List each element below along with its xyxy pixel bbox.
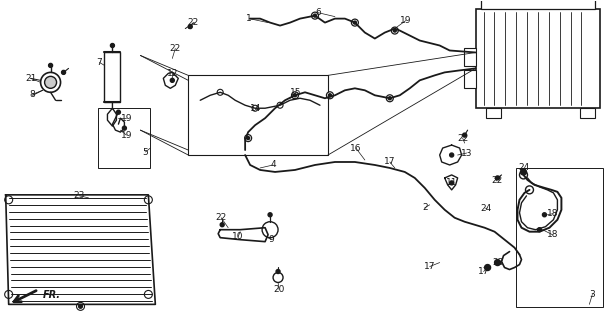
Circle shape xyxy=(450,181,453,185)
Text: 19: 19 xyxy=(121,114,132,123)
Circle shape xyxy=(61,70,66,74)
Circle shape xyxy=(386,95,393,102)
Bar xyxy=(98,108,151,168)
Circle shape xyxy=(268,213,272,217)
Circle shape xyxy=(171,78,174,82)
Text: 22: 22 xyxy=(188,18,199,27)
Circle shape xyxy=(273,273,283,283)
Text: 17: 17 xyxy=(384,157,396,166)
Circle shape xyxy=(5,291,13,298)
Text: 15: 15 xyxy=(290,88,302,97)
Text: 1: 1 xyxy=(246,14,252,23)
Text: 8: 8 xyxy=(30,90,35,99)
Circle shape xyxy=(495,176,500,180)
Circle shape xyxy=(520,171,527,179)
Circle shape xyxy=(5,196,13,204)
Text: 10: 10 xyxy=(232,232,244,241)
Text: 14: 14 xyxy=(251,104,262,113)
Circle shape xyxy=(44,76,56,88)
Circle shape xyxy=(311,12,319,19)
Circle shape xyxy=(543,213,546,217)
Circle shape xyxy=(276,269,280,274)
Text: 18: 18 xyxy=(547,230,558,239)
Circle shape xyxy=(495,260,501,266)
Text: 7: 7 xyxy=(97,58,103,67)
Circle shape xyxy=(220,223,224,227)
Bar xyxy=(188,76,328,155)
Text: 12: 12 xyxy=(166,69,178,78)
Circle shape xyxy=(450,153,453,157)
Circle shape xyxy=(144,196,152,204)
Circle shape xyxy=(484,265,490,270)
Bar xyxy=(464,49,476,67)
Circle shape xyxy=(294,94,296,97)
Text: 16: 16 xyxy=(350,144,362,153)
Text: 20: 20 xyxy=(273,285,285,294)
Circle shape xyxy=(41,72,61,92)
Bar xyxy=(464,70,476,88)
Circle shape xyxy=(123,126,126,130)
Circle shape xyxy=(49,63,53,68)
Text: 5: 5 xyxy=(143,148,148,156)
Text: 4: 4 xyxy=(270,160,276,170)
Circle shape xyxy=(110,44,115,47)
Circle shape xyxy=(117,110,120,114)
Text: 24: 24 xyxy=(518,164,529,172)
Circle shape xyxy=(252,105,258,111)
Text: 17: 17 xyxy=(424,262,435,271)
Bar xyxy=(481,0,595,9)
Bar xyxy=(476,9,600,108)
Text: 22: 22 xyxy=(170,44,181,53)
Text: 22: 22 xyxy=(215,213,227,222)
Circle shape xyxy=(246,137,249,140)
Text: 13: 13 xyxy=(461,148,472,157)
Circle shape xyxy=(78,304,83,308)
Bar xyxy=(515,168,603,307)
Text: 23: 23 xyxy=(492,258,503,267)
Circle shape xyxy=(313,14,316,17)
Circle shape xyxy=(393,29,396,32)
Text: 19: 19 xyxy=(400,16,412,25)
Circle shape xyxy=(291,92,299,99)
Circle shape xyxy=(262,222,278,238)
Circle shape xyxy=(392,27,398,34)
Circle shape xyxy=(188,25,192,28)
Circle shape xyxy=(76,302,84,310)
Bar xyxy=(104,52,120,102)
Text: 3: 3 xyxy=(589,290,595,299)
Circle shape xyxy=(351,19,358,26)
Text: 22: 22 xyxy=(491,176,502,185)
Circle shape xyxy=(537,228,541,232)
Circle shape xyxy=(144,291,152,298)
Circle shape xyxy=(526,186,534,194)
Text: 23: 23 xyxy=(74,191,85,200)
Text: 17: 17 xyxy=(478,267,489,276)
Circle shape xyxy=(328,94,331,97)
Text: 18: 18 xyxy=(547,209,558,218)
Text: 2: 2 xyxy=(422,203,427,212)
Text: FR.: FR. xyxy=(42,291,61,300)
Text: 24: 24 xyxy=(480,204,491,213)
Circle shape xyxy=(217,89,223,95)
Bar xyxy=(486,108,501,118)
Circle shape xyxy=(520,169,526,175)
Circle shape xyxy=(277,102,283,108)
Bar xyxy=(580,108,595,118)
Text: 19: 19 xyxy=(121,131,132,140)
Text: 9: 9 xyxy=(268,235,274,244)
Text: 6: 6 xyxy=(315,8,321,17)
Circle shape xyxy=(353,21,356,24)
Text: 21: 21 xyxy=(25,74,36,83)
Circle shape xyxy=(245,135,252,141)
Text: 11: 11 xyxy=(446,179,458,188)
Circle shape xyxy=(327,92,333,99)
Circle shape xyxy=(463,133,467,137)
Circle shape xyxy=(388,97,392,100)
Text: 22: 22 xyxy=(457,133,468,143)
